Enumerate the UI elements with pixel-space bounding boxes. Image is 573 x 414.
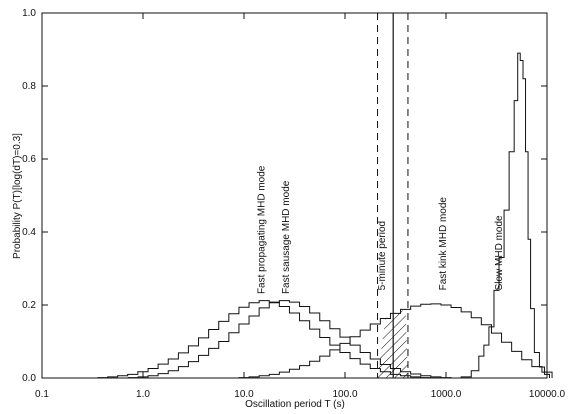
y-axis-label: Probability P(T)[log(dT)=0.3] [12, 133, 23, 259]
y-tick-label-0: 0.0 [22, 373, 36, 384]
x-tick-label-2: 10.0 [234, 389, 254, 400]
y-axis-ticks: 0.0 0.2 0.4 0.6 0.8 1.0 [22, 8, 547, 384]
annotation-layer: Fast propagating MHD mode Fast sausage MH… [257, 165, 506, 294]
series-line-3 [460, 52, 551, 378]
x-tick-label-3: 100.0 [332, 389, 357, 400]
annotation-1: Fast sausage MHD mode [281, 180, 292, 294]
annotation-4: Slow MHD mode [494, 215, 505, 290]
y-tick-label-2: 0.4 [22, 227, 36, 238]
series-layer [97, 52, 553, 379]
y-tick-label-5: 1.0 [22, 8, 36, 19]
y-tick-label-4: 0.8 [22, 81, 36, 92]
vertical-lines-layer [377, 13, 409, 378]
annotation-2: 5-minute period [377, 221, 388, 290]
x-tick-label-0: 0.1 [35, 389, 49, 400]
series-line-1 [97, 300, 432, 379]
x-axis-label: Oscillation period T (s) [245, 399, 345, 410]
series-line-0 [127, 300, 452, 379]
plot-frame [41, 12, 548, 379]
y-tick-label-3: 0.6 [22, 154, 36, 165]
annotation-0: Fast propagating MHD mode [257, 165, 268, 294]
x-tick-label-4: 1000.0 [431, 389, 462, 400]
x-tick-label-5: 10000.0 [529, 389, 566, 400]
x-tick-label-1: 1.0 [136, 389, 150, 400]
x-axis-ticks: 0.1 1.0 10.0 100.0 1000.0 10000.0 [35, 13, 566, 400]
annotation-3: Fast kink MHD mode [438, 197, 449, 291]
series-line-2 [238, 303, 553, 379]
y-tick-label-1: 0.2 [22, 300, 36, 311]
